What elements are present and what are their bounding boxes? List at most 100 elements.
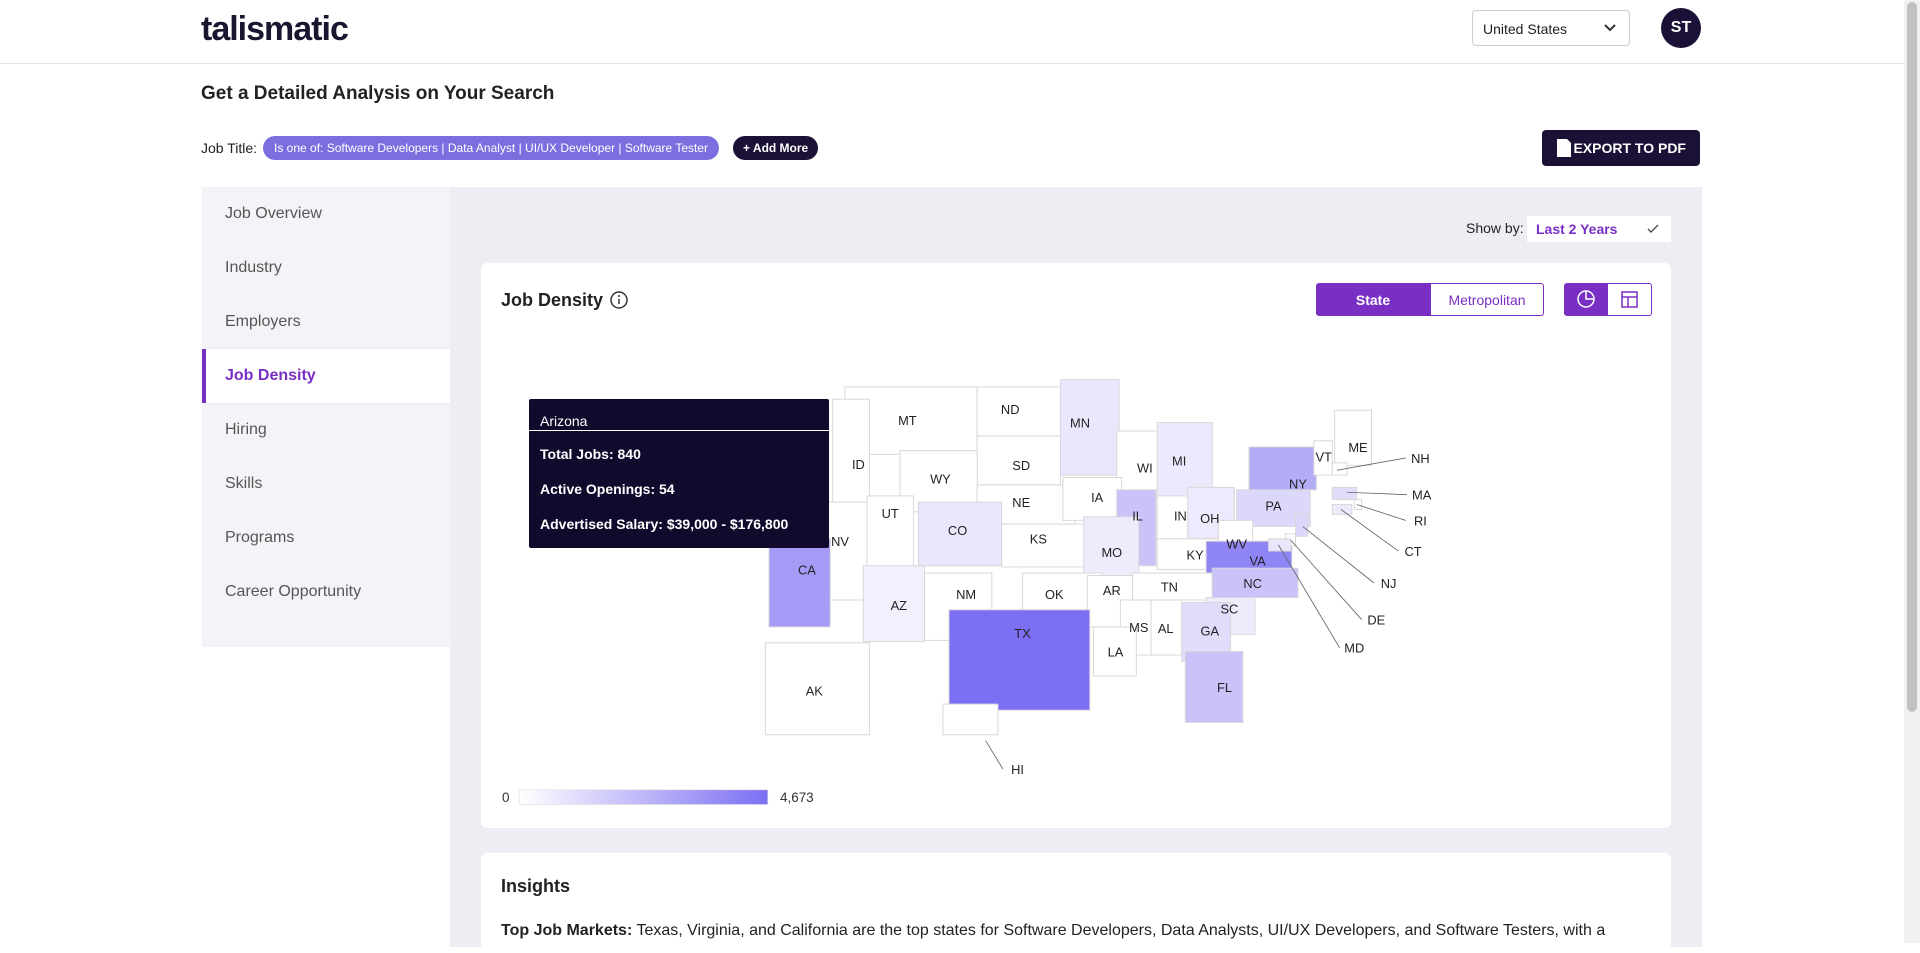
logo[interactable]: talismatic	[201, 10, 349, 48]
state-label: ID	[852, 457, 865, 472]
sidebar-item[interactable]: Career Opportunity	[225, 583, 362, 600]
state-label: NM	[956, 587, 976, 602]
state-shape[interactable]	[942, 703, 999, 736]
state-shape[interactable]	[1331, 504, 1353, 515]
state-label: CA	[798, 562, 816, 577]
state-label: MN	[1070, 415, 1090, 430]
tooltip: Arizona Total Jobs: 840 Active Openings:…	[529, 399, 829, 548]
state-label: IL	[1132, 508, 1143, 523]
leader-line	[1302, 526, 1375, 584]
sidebar-item[interactable]: Programs	[225, 529, 295, 546]
leader-line	[1356, 504, 1406, 521]
add-more-button[interactable]: + Add More	[733, 136, 819, 160]
country-select[interactable]: United States	[1472, 10, 1630, 46]
leader-line	[1278, 544, 1340, 648]
state-label: SC	[1220, 601, 1238, 616]
state-label: WY	[930, 472, 951, 487]
state-shape[interactable]	[1092, 626, 1137, 677]
state-shape[interactable]	[1268, 538, 1292, 552]
state-label: KS	[1030, 532, 1047, 547]
state-label: DE	[1367, 612, 1385, 627]
state-label: NE	[1012, 495, 1030, 510]
state-shape[interactable]	[976, 386, 1061, 437]
show-by-select[interactable]: Last 2 Years	[1527, 216, 1671, 242]
tooltip-openings: Active Openings: 54	[540, 481, 675, 497]
state-label: MI	[1172, 453, 1186, 468]
state-label: LA	[1108, 644, 1124, 659]
state-label: TN	[1161, 579, 1178, 594]
state-shape[interactable]	[1295, 513, 1309, 537]
state-shape[interactable]	[1083, 516, 1140, 579]
card-title: Job Density	[501, 290, 604, 310]
state-shape[interactable]	[1331, 486, 1358, 501]
state-shape[interactable]	[764, 642, 870, 736]
state-label: NH	[1411, 451, 1430, 466]
state-label: OH	[1200, 511, 1219, 526]
legend-max: 4,673	[780, 790, 814, 805]
state-shape[interactable]	[1334, 409, 1372, 466]
state-shape[interactable]	[1062, 477, 1123, 521]
state-shape[interactable]	[1248, 446, 1317, 491]
state-shape[interactable]	[862, 565, 925, 643]
state-label: MD	[1344, 641, 1364, 656]
state-shape[interactable]	[1331, 462, 1348, 476]
state-label: ND	[1001, 402, 1020, 417]
state-label: PA	[1265, 499, 1282, 514]
state-label: TX	[1014, 626, 1031, 641]
state-shape[interactable]	[832, 398, 870, 504]
export-button[interactable]: EXPORT TO PDF	[1542, 130, 1700, 166]
job-title-label: Job Title:	[201, 140, 258, 156]
state-label: MO	[1101, 545, 1122, 560]
sidebar-item[interactable]: Industry	[225, 259, 282, 276]
insights-lead: Top Job Markets:	[501, 922, 633, 939]
toggle-button[interactable]: Metropolitan	[1430, 283, 1544, 316]
tooltip-total-jobs: Total Jobs: 840	[540, 446, 641, 462]
state-shape[interactable]	[1313, 440, 1333, 476]
state-shape[interactable]	[1156, 421, 1213, 499]
state-shape[interactable]	[948, 609, 1091, 711]
info-icon[interactable]	[609, 290, 629, 310]
avatar[interactable]: ST	[1661, 8, 1701, 48]
state-label: HI	[1011, 762, 1024, 777]
scrollbar-thumb[interactable]	[1907, 2, 1917, 712]
state-shape[interactable]	[1184, 650, 1244, 723]
state-label: CT	[1405, 544, 1422, 559]
state-label: AK	[806, 684, 824, 699]
state-label: WV	[1226, 537, 1247, 552]
map-view-button[interactable]	[1565, 284, 1608, 315]
state-shape[interactable]	[1059, 379, 1120, 476]
state-label: RI	[1414, 513, 1427, 528]
state-shape[interactable]	[768, 538, 831, 628]
state-label: IN	[1174, 508, 1187, 523]
state-label: VT	[1315, 450, 1332, 465]
tooltip-divider	[529, 430, 829, 431]
state-shape[interactable]	[1211, 567, 1299, 599]
sidebar-item[interactable]: Job Density	[202, 349, 450, 403]
state-label: ME	[1348, 440, 1368, 455]
state-shape[interactable]	[1150, 599, 1183, 656]
state-label: UT	[882, 506, 899, 521]
state-label: SD	[1012, 458, 1030, 473]
tooltip-salary: Advertised Salary: $39,000 - $176,800	[540, 516, 789, 532]
state-label: GA	[1201, 624, 1220, 639]
filter-chip[interactable]: Is one of: Software Developers | Data An…	[263, 136, 719, 160]
state-label: MS	[1129, 620, 1148, 635]
state-shape[interactable]	[1132, 572, 1213, 601]
sidebar-item[interactable]: Employers	[225, 313, 301, 330]
sidebar-item[interactable]: Hiring	[225, 421, 267, 438]
state-shape[interactable]	[1001, 523, 1086, 568]
state-shape[interactable]	[976, 435, 1061, 486]
table-view-button[interactable]	[1608, 284, 1651, 315]
state-shape[interactable]	[1116, 430, 1162, 496]
sidebar-item[interactable]: Job Overview	[225, 205, 322, 222]
state-label: OK	[1045, 587, 1064, 602]
insights-card	[481, 853, 1671, 953]
sidebar-item[interactable]: Skills	[225, 475, 263, 492]
state-label: FL	[1217, 680, 1232, 695]
state-label: NV	[831, 534, 849, 549]
toggle-button[interactable]: State	[1316, 283, 1430, 316]
insights-title: Insights	[501, 876, 571, 896]
leader-line	[1290, 539, 1362, 620]
